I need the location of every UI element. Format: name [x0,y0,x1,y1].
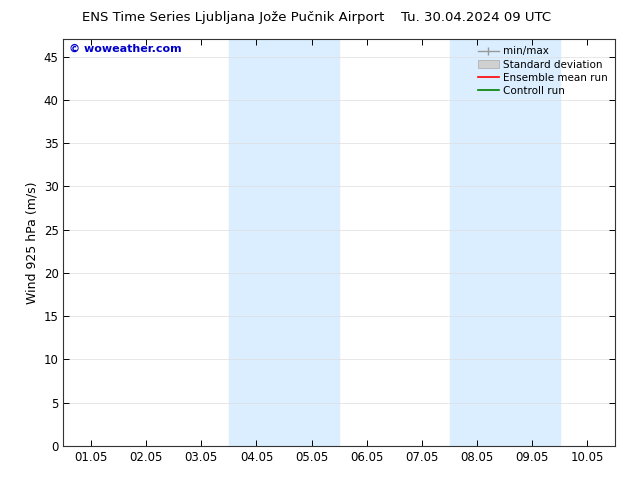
Legend: min/max, Standard deviation, Ensemble mean run, Controll run: min/max, Standard deviation, Ensemble me… [476,45,610,98]
Bar [229,39,339,446]
Text: © woweather.com: © woweather.com [69,43,181,53]
Bar [450,39,560,446]
Y-axis label: Wind 925 hPa (m/s): Wind 925 hPa (m/s) [25,181,38,304]
Text: Tu. 30.04.2024 09 UTC: Tu. 30.04.2024 09 UTC [401,11,552,24]
Text: ENS Time Series Ljubljana Jože Pučnik Airport: ENS Time Series Ljubljana Jože Pučnik Ai… [82,11,385,24]
